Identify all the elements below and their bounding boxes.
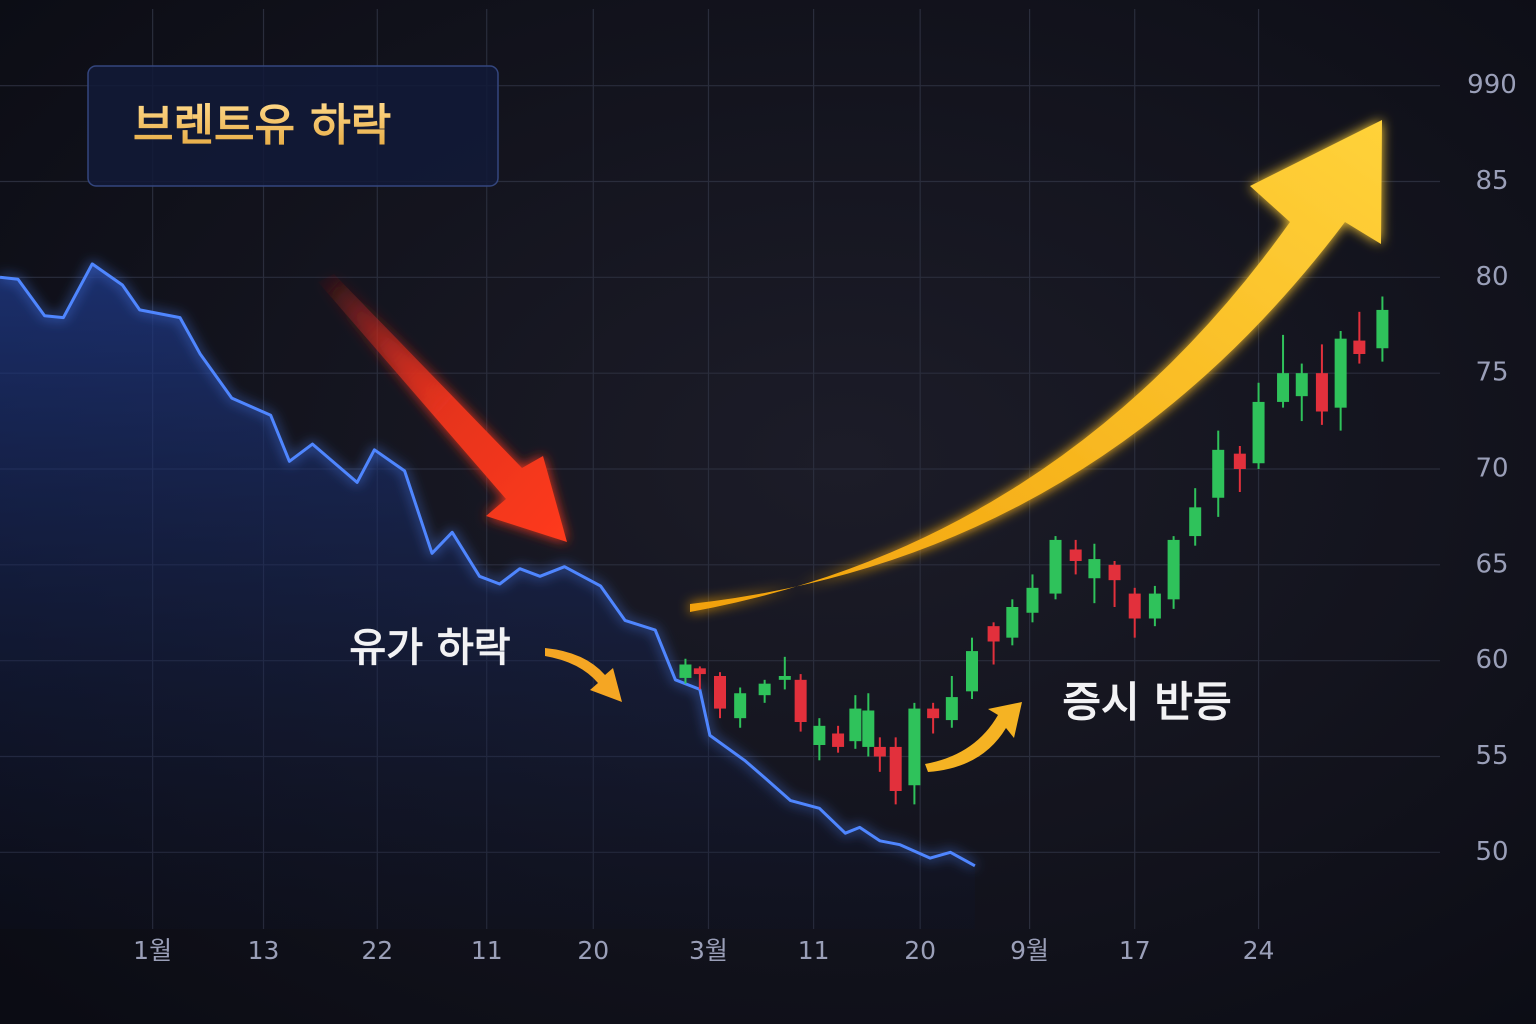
candle-body: [1353, 340, 1366, 354]
candle-body: [1069, 549, 1082, 561]
x-tick-label: 20: [904, 936, 936, 965]
y-tick-label: 85: [1475, 166, 1508, 196]
candle-body: [1252, 401, 1265, 464]
candle-body: [679, 664, 692, 678]
candle-body: [734, 693, 747, 719]
small-arrow: [925, 702, 1022, 772]
candle-body: [862, 710, 875, 747]
chart-title: 브렌트유 하락: [133, 100, 391, 151]
candle-body: [908, 708, 921, 786]
area: [0, 263, 975, 929]
candle-body: [1049, 539, 1062, 594]
candle-body: [889, 746, 902, 791]
title-box: [87, 65, 499, 187]
candle-body: [1088, 559, 1101, 579]
candle-body: [1108, 564, 1121, 581]
candle-body: [758, 683, 771, 696]
annotation: 유가 하락: [349, 625, 510, 671]
x-tick-label: 11: [798, 936, 830, 965]
y-tick-label: 55: [1475, 741, 1508, 771]
candle-body: [927, 708, 940, 719]
candle-body: [987, 626, 1000, 642]
candle-body: [1277, 373, 1290, 402]
x-tick-label: 11: [471, 936, 503, 965]
line: [0, 262, 976, 868]
x-tick-label: 20: [577, 936, 609, 965]
x-tick-label: 13: [248, 936, 280, 965]
up-arrow: [690, 120, 1382, 612]
y-tick-label: 60: [1475, 645, 1508, 675]
x-tick-label: 3월: [689, 936, 728, 965]
x-tick-label: 1월: [133, 936, 172, 965]
y-tick-label: 80: [1475, 262, 1508, 292]
candle-body: [1315, 373, 1328, 412]
down-arrow: [318, 274, 567, 542]
plot: [0, 262, 1389, 929]
candle-body: [1026, 587, 1039, 613]
y-tick-label: 50: [1475, 837, 1508, 867]
candle-body: [1189, 507, 1202, 537]
y-tick-label: 75: [1475, 358, 1508, 388]
candle-body: [1148, 593, 1161, 619]
annotation: 증시 반등: [1062, 678, 1231, 727]
candle-body: [813, 725, 826, 745]
y-tick-label: 70: [1475, 454, 1508, 484]
grid: 990 85 80 75 70 65 60 55 50 1월 13 22 11 20 3월 11 20 9월 17 2…: [0, 9, 1517, 965]
candle-body: [945, 697, 958, 721]
candle-body: [1006, 607, 1019, 638]
small-arrow: [545, 648, 622, 702]
candle-body: [1376, 309, 1389, 349]
x-tick-label: 24: [1243, 936, 1275, 965]
candle-body: [966, 651, 978, 692]
candle-body: [693, 668, 706, 675]
candle-body: [1212, 449, 1225, 498]
x-tick-label: 22: [361, 936, 393, 965]
x-tick-label: 9월: [1010, 936, 1049, 965]
candle-body: [832, 733, 845, 747]
candle-body: [873, 746, 886, 757]
candle-body: [1128, 593, 1141, 619]
candle-body: [1334, 338, 1347, 408]
candle-body: [1233, 453, 1246, 469]
candle-body: [714, 676, 726, 709]
candle-body: [778, 676, 791, 680]
x-tick-label: 17: [1119, 936, 1151, 965]
candle-body: [1295, 373, 1308, 397]
candle-body: [1167, 539, 1180, 600]
candle-body: [849, 708, 862, 742]
y-tick-label: 65: [1475, 549, 1508, 579]
y-tick-label: 990: [1467, 70, 1517, 100]
candle-body: [794, 679, 807, 722]
